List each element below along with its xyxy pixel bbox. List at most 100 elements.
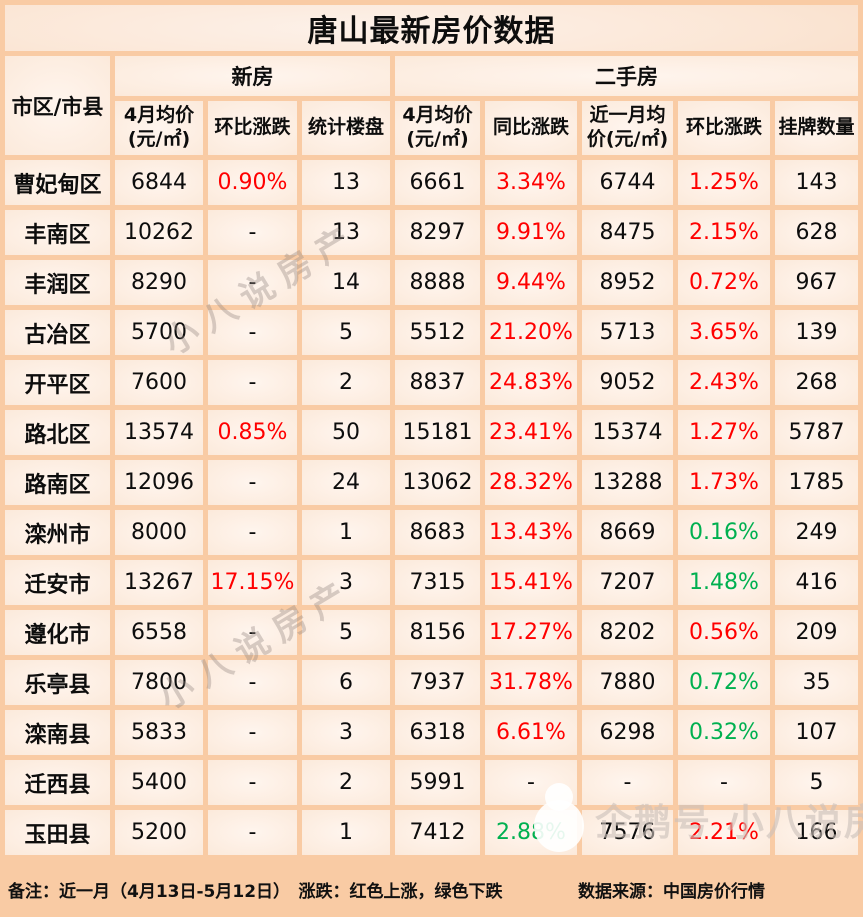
- table-row: 遵化市 6558-5 8156 17.27% 8202 0.56% 209: [5, 610, 859, 655]
- table-row: 丰润区 8290-14 8888 9.44% 8952 0.72% 967: [5, 260, 859, 305]
- cell: 1785: [775, 460, 859, 505]
- row-label: 玉田县: [5, 810, 110, 855]
- cell: 6661: [395, 160, 480, 205]
- cell: 0.16%: [678, 510, 770, 555]
- cell: 17.27%: [485, 610, 577, 655]
- cell: 8888: [395, 260, 480, 305]
- cell: 1: [302, 510, 390, 555]
- column-header: 统计楼盘: [302, 101, 390, 155]
- cell: -: [208, 360, 297, 405]
- cell: 6558: [115, 610, 203, 655]
- cell: 5991: [395, 760, 480, 805]
- table-row: 曹妃甸区 6844 0.90% 13 6661 3.34% 6744 1.25% 143: [5, 160, 859, 205]
- cell: 5787: [775, 410, 859, 455]
- cell: 7315: [395, 560, 480, 605]
- cell: 9.44%: [485, 260, 577, 305]
- column-header: 4月均价(元/㎡): [115, 101, 203, 155]
- cell: 13574: [115, 410, 203, 455]
- row-label: 滦南县: [5, 710, 110, 755]
- row-label: 滦州市: [5, 510, 110, 555]
- cell: 12096: [115, 460, 203, 505]
- cell: 21.20%: [485, 310, 577, 355]
- cell: 7576: [582, 810, 673, 855]
- cell: 6844: [115, 160, 203, 205]
- cell: 8475: [582, 210, 673, 255]
- cell: 13288: [582, 460, 673, 505]
- corner-header: 市区/市县: [5, 56, 110, 155]
- cell: 23.41%: [485, 410, 577, 455]
- cell: 2.88%: [485, 810, 577, 855]
- cell: 5713: [582, 310, 673, 355]
- cell: 8683: [395, 510, 480, 555]
- cell: 7880: [582, 660, 673, 705]
- cell: 6744: [582, 160, 673, 205]
- table-row: 滦州市 8000-1 8683 13.43% 8669 0.16% 249: [5, 510, 859, 555]
- cell: -: [208, 660, 297, 705]
- price-infographic: 唐山最新房价数据 市区/市县 新房 二手房 4月均价(元/㎡) 环比涨跌 统计楼盘 4月…: [5, 5, 863, 902]
- cell: 9052: [582, 360, 673, 405]
- table-row: 丰南区 10262-13 8297 9.91% 8475 2.15% 628: [5, 210, 859, 255]
- cell: -: [208, 210, 297, 255]
- cell: 967: [775, 260, 859, 305]
- cell: -: [208, 810, 297, 855]
- row-label: 乐亭县: [5, 660, 110, 705]
- cell: 5400: [115, 760, 203, 805]
- cell: 2.15%: [678, 210, 770, 255]
- cell: 7937: [395, 660, 480, 705]
- cell: 6.61%: [485, 710, 577, 755]
- cell: -: [678, 760, 770, 805]
- cell: 249: [775, 510, 859, 555]
- cell: -: [208, 760, 297, 805]
- cell: 13: [302, 210, 390, 255]
- cell: 1.73%: [678, 460, 770, 505]
- cell: 8297: [395, 210, 480, 255]
- cell: 5833: [115, 710, 203, 755]
- cell: 5: [302, 310, 390, 355]
- cell: 6318: [395, 710, 480, 755]
- table-row: 路北区 13574 0.85% 50 15181 23.41% 15374 1.27% 5787: [5, 410, 859, 455]
- cell: -: [208, 310, 297, 355]
- cell: 7800: [115, 660, 203, 705]
- cell: 5: [302, 610, 390, 655]
- table-row: 乐亭县 7800-6 7937 31.78% 7880 0.72% 35: [5, 660, 859, 705]
- footer-note: 备注：近一月（4月13日-5月12日） 涨跌：红色上涨，绿色下跌: [8, 882, 503, 902]
- cell: 0.32%: [678, 710, 770, 755]
- cell: 166: [775, 810, 859, 855]
- cell: 6: [302, 660, 390, 705]
- cell: 209: [775, 610, 859, 655]
- cell: -: [208, 610, 297, 655]
- cell: 8837: [395, 360, 480, 405]
- cell: 14: [302, 260, 390, 305]
- cell: 7600: [115, 360, 203, 405]
- cell: 31.78%: [485, 660, 577, 705]
- cell: 0.72%: [678, 660, 770, 705]
- cell: 2: [302, 760, 390, 805]
- footer: 备注：近一月（4月13日-5月12日） 涨跌：红色上涨，绿色下跌 数据来源：中国…: [0, 860, 863, 917]
- group-header-second-hand: 二手房: [395, 56, 859, 96]
- cell: 13062: [395, 460, 480, 505]
- table-row: 迁西县 5400-2 5991- - -5: [5, 760, 859, 805]
- column-header: 4月均价(元/㎡): [395, 101, 480, 155]
- cell: 24: [302, 460, 390, 505]
- cell: 8669: [582, 510, 673, 555]
- cell: 24.83%: [485, 360, 577, 405]
- cell: 8202: [582, 610, 673, 655]
- cell: 5512: [395, 310, 480, 355]
- cell: 3.34%: [485, 160, 577, 205]
- column-header: 环比涨跌: [208, 101, 297, 155]
- table-row: 玉田县 5200-1 7412 2.88% 7576 2.21% 166: [5, 810, 859, 855]
- cell: -: [208, 510, 297, 555]
- cell: 1.27%: [678, 410, 770, 455]
- row-label: 古冶区: [5, 310, 110, 355]
- cell: 10262: [115, 210, 203, 255]
- table-row: 路南区 12096-24 13062 28.32% 13288 1.73% 1785: [5, 460, 859, 505]
- cell: 2: [302, 360, 390, 405]
- column-header: 同比涨跌: [485, 101, 577, 155]
- cell: 3: [302, 710, 390, 755]
- row-label: 迁西县: [5, 760, 110, 805]
- cell: 0.90%: [208, 160, 297, 205]
- cell: 2.21%: [678, 810, 770, 855]
- column-header: 挂牌数量: [775, 101, 859, 155]
- group-header-new-homes: 新房: [115, 56, 390, 96]
- cell: 17.15%: [208, 560, 297, 605]
